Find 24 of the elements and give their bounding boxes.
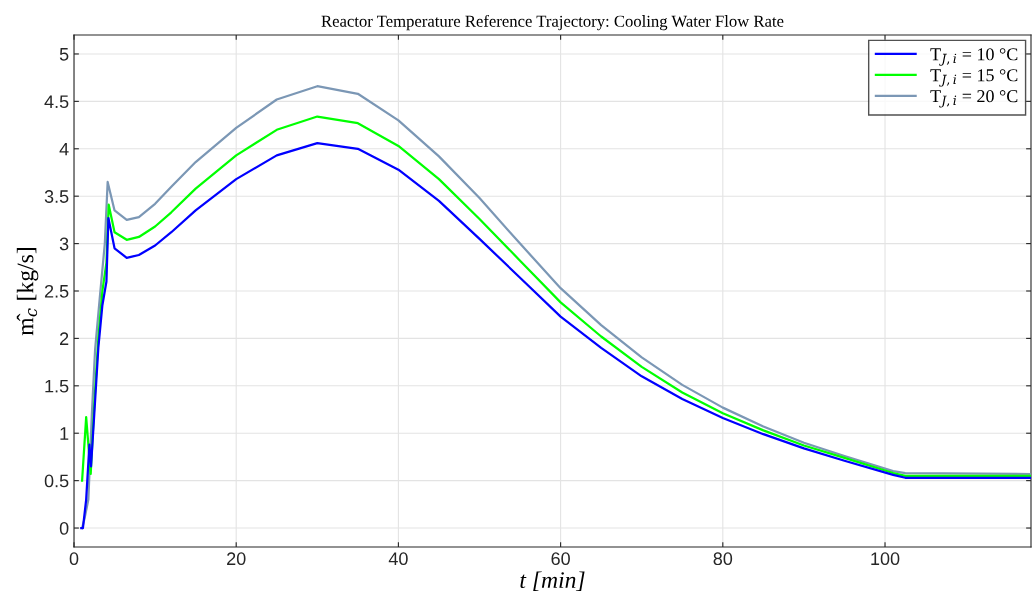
- legend-label: T$_{J,i}$ = 20 °C: [930, 90, 1018, 108]
- y-tick-label: 2: [60, 332, 69, 345]
- y-tick-label: 3: [59, 237, 69, 251]
- x-tick-label: 0: [69, 552, 79, 566]
- y-tick-label: 4: [59, 142, 69, 156]
- legend-label: T$_{J,i}$ = 15 °C: [930, 69, 1018, 87]
- y-tick-label: 1: [60, 427, 69, 440]
- chart-title: Reactor Temperature Reference Trajectory: Cooling Water Flow Rate: [321, 14, 784, 31]
- x-axis-title: t [min]: [520, 571, 585, 592]
- y-tick-label: 3.5: [44, 190, 69, 203]
- x-tick-label: 100: [871, 552, 900, 566]
- y-tick-label: 0.5: [44, 474, 69, 488]
- x-tick-label: 20: [227, 552, 246, 566]
- y-tick-label: 5: [59, 48, 69, 61]
- legend-label: T$_{J,i}$ = 10 °C: [930, 48, 1018, 66]
- x-tick-label: 80: [713, 552, 733, 566]
- y-tick-label: 1.5: [45, 379, 69, 393]
- line-series: [81, 115, 1031, 482]
- y-tick-label: 4.5: [44, 95, 69, 109]
- x-tick-label: 40: [388, 552, 408, 566]
- y-axis-title: m̂$_{c}$ [kg/s]: [16, 248, 39, 336]
- y-tick-label: 0: [59, 521, 69, 535]
- y-tick-label: 2.5: [44, 284, 69, 298]
- x-tick-label: 60: [551, 552, 570, 566]
